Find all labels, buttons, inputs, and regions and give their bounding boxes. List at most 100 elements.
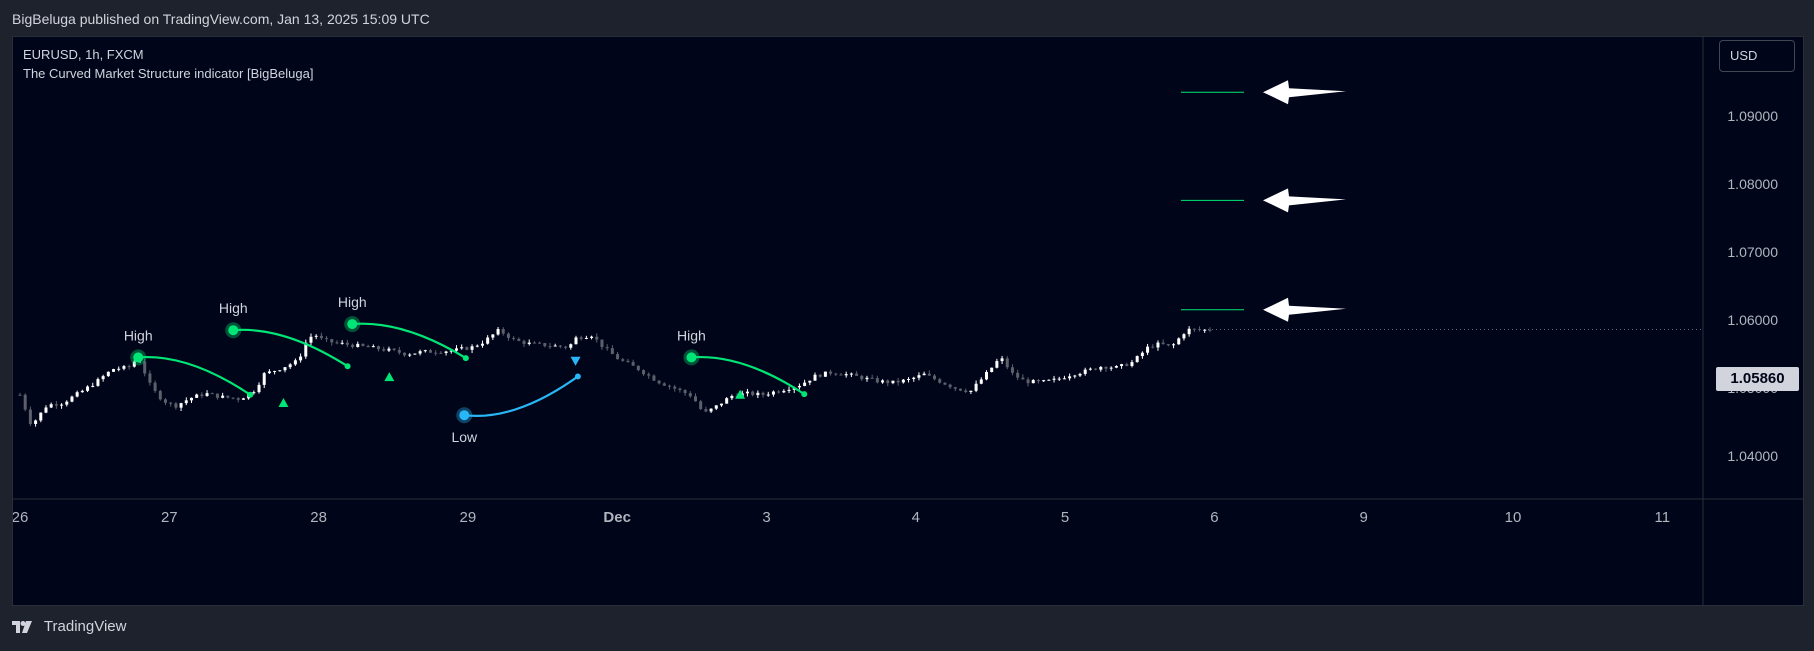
candle: [569, 343, 573, 350]
candle: [439, 351, 443, 354]
candle: [969, 390, 973, 395]
candle-body: [86, 386, 90, 391]
candle: [143, 358, 147, 377]
candle-body: [299, 356, 303, 361]
candle: [148, 370, 152, 386]
candle: [1016, 369, 1020, 381]
candle-body: [1120, 364, 1124, 367]
candle: [480, 340, 484, 348]
indicator-label[interactable]: The Curved Market Structure indicator [B…: [23, 66, 314, 81]
candle-body: [1042, 380, 1046, 382]
candle-body: [584, 337, 588, 339]
candle-body: [174, 403, 178, 408]
candle: [808, 380, 812, 386]
candle-body: [1187, 328, 1191, 335]
candle: [1005, 356, 1009, 370]
candle: [512, 336, 516, 341]
candle: [927, 370, 931, 376]
swing-high-curve: [233, 328, 349, 368]
curve-end-dot: [247, 391, 254, 398]
tradingview-logo-icon[interactable]: [12, 621, 34, 634]
candle: [267, 369, 271, 375]
candle-body: [1021, 377, 1025, 380]
candle-body: [829, 371, 833, 374]
price-chart[interactable]: 1.090001.080001.070001.060001.050001.040…: [13, 37, 1803, 605]
candle-body: [143, 361, 147, 374]
candle-body: [23, 394, 27, 410]
candle-body: [886, 380, 890, 384]
candle-body: [231, 397, 235, 399]
candle: [127, 364, 131, 370]
candle-body: [657, 380, 661, 384]
candle-body: [486, 337, 490, 344]
candle: [231, 397, 235, 400]
candle: [112, 368, 116, 372]
candle: [91, 382, 95, 388]
x-tick-label: 9: [1360, 509, 1368, 526]
candle-body: [631, 362, 635, 366]
swing-high-curve: [138, 355, 251, 396]
x-tick-label: 4: [912, 509, 920, 526]
candle: [1104, 366, 1108, 372]
candle-body: [730, 395, 734, 399]
candle: [96, 377, 100, 387]
candle: [558, 345, 562, 349]
candle: [875, 375, 879, 384]
candle-body: [210, 393, 214, 395]
candle-body: [1078, 373, 1082, 376]
candle-body: [1140, 352, 1144, 357]
candle: [870, 374, 874, 379]
buy-signal-triangle: [735, 389, 746, 399]
candle-body: [169, 402, 173, 404]
candle: [1031, 379, 1035, 384]
footer-brand[interactable]: TradingView: [43, 618, 127, 635]
candle: [221, 392, 225, 399]
candle: [1192, 328, 1196, 332]
candle: [491, 334, 495, 340]
currency-button[interactable]: USD: [1719, 40, 1795, 72]
candle-body: [844, 374, 848, 376]
candle-body: [195, 394, 199, 398]
candle: [771, 390, 775, 397]
swing-high-label: High: [124, 327, 153, 343]
candle-body: [865, 377, 869, 380]
candle: [60, 403, 64, 409]
candle-body: [1016, 372, 1020, 378]
candle: [392, 348, 396, 352]
candle-body: [1114, 366, 1118, 368]
symbol-label[interactable]: EURUSD, 1h, FXCM: [23, 47, 144, 62]
candle-body: [1203, 329, 1207, 331]
candle: [200, 392, 204, 399]
candle: [132, 360, 136, 368]
candle-body: [1088, 368, 1092, 370]
candle-body: [569, 344, 573, 348]
candle-body: [330, 339, 334, 343]
candle: [538, 341, 542, 344]
candle-body: [439, 352, 443, 354]
arrow-left-icon: [1263, 297, 1346, 322]
candle: [886, 379, 890, 387]
candle-body: [1208, 329, 1212, 331]
candle: [49, 402, 53, 409]
candle: [714, 405, 718, 410]
swing-high-label: High: [338, 294, 367, 310]
candle: [1172, 343, 1176, 349]
candle-body: [891, 380, 895, 384]
candle: [584, 335, 588, 340]
candle: [1135, 355, 1139, 363]
candle: [1198, 326, 1202, 332]
candle: [751, 390, 755, 397]
candle-body: [293, 360, 297, 365]
candle: [454, 345, 458, 352]
chart-pane[interactable]: 1.090001.080001.070001.060001.050001.040…: [12, 36, 1804, 606]
x-tick-label: Dec: [603, 509, 631, 526]
candle-body: [543, 343, 547, 347]
candle-body: [200, 394, 204, 396]
candle-body: [371, 346, 375, 348]
candle-body: [704, 409, 708, 412]
candle-body: [725, 398, 729, 404]
candle: [39, 412, 43, 423]
candle: [351, 343, 355, 349]
candle-body: [922, 373, 926, 376]
candle-body: [538, 342, 542, 344]
